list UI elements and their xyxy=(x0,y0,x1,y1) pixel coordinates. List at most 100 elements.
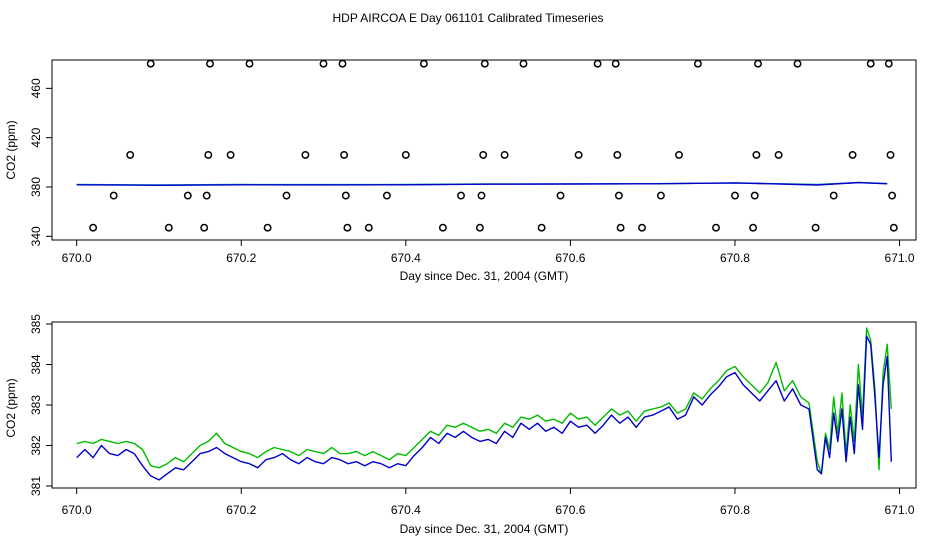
data-point xyxy=(226,150,235,159)
y-tick-label: 380 xyxy=(29,177,43,197)
data-point xyxy=(109,191,118,200)
data-point xyxy=(616,223,625,232)
x-tick-label: 671.0 xyxy=(885,251,915,265)
data-point xyxy=(593,59,602,68)
data-point xyxy=(338,59,347,68)
data-point xyxy=(202,191,211,200)
data-point xyxy=(263,223,272,232)
data-point xyxy=(200,223,209,232)
data-point xyxy=(774,150,783,159)
series-line-1 xyxy=(76,181,888,187)
y-tick-label: 420 xyxy=(29,127,43,147)
data-point xyxy=(811,223,820,232)
bottom-x-axis: 670.0 670.2 670.4 670.6 670.8 671.0 xyxy=(62,488,915,517)
x-tick-label: 670.0 xyxy=(62,251,92,265)
data-point xyxy=(574,150,583,159)
data-point xyxy=(245,59,254,68)
data-point xyxy=(537,223,546,232)
x-tick-label: 670.8 xyxy=(720,503,750,517)
x-tick-label: 670.2 xyxy=(226,503,256,517)
figure-title: HDP AIRCOA E Day 061101 Calibrated Times… xyxy=(332,11,603,25)
data-point xyxy=(146,59,155,68)
bottom-panel: 670.0 670.2 670.4 670.6 670.8 671.0 381 382 383… xyxy=(4,314,917,536)
top-x-axis-title: Day since Dec. 31, 2004 (GMT) xyxy=(400,269,569,283)
data-point xyxy=(479,150,488,159)
data-point xyxy=(614,191,623,200)
data-point xyxy=(457,191,465,200)
data-point xyxy=(886,150,895,159)
data-point xyxy=(731,191,739,200)
bottom-y-axis-title: CO2 (ppm) xyxy=(4,378,18,437)
data-point xyxy=(519,59,528,68)
data-point xyxy=(754,59,762,68)
y-tick-label: 384 xyxy=(29,354,43,374)
y-tick-label: 382 xyxy=(29,435,43,455)
data-point xyxy=(89,223,98,232)
data-point xyxy=(693,59,702,68)
data-point xyxy=(206,59,214,68)
data-point xyxy=(183,191,192,200)
data-point xyxy=(638,223,646,232)
x-tick-label: 670.0 xyxy=(62,503,92,517)
x-tick-label: 670.4 xyxy=(391,503,421,517)
y-tick-label: 385 xyxy=(29,314,43,334)
data-point xyxy=(749,223,758,232)
data-point xyxy=(866,59,875,68)
y-tick-label: 383 xyxy=(29,395,43,415)
top-plot-frame xyxy=(51,59,917,241)
data-point xyxy=(126,150,135,159)
y-tick-label: 340 xyxy=(29,226,43,246)
y-tick-label: 381 xyxy=(29,476,43,496)
top-series-group xyxy=(76,181,888,187)
data-point xyxy=(888,191,897,200)
data-point xyxy=(382,191,391,200)
data-point xyxy=(301,150,310,159)
bottom-y-axis: 381 382 383 384 385 xyxy=(29,314,52,496)
data-point xyxy=(656,191,665,200)
data-point xyxy=(401,150,410,159)
data-point xyxy=(611,59,620,68)
data-point xyxy=(712,223,720,232)
bottom-series-group xyxy=(76,327,892,481)
data-point xyxy=(480,59,489,68)
data-point xyxy=(793,59,802,68)
data-point xyxy=(164,223,173,232)
data-point xyxy=(340,150,349,159)
x-tick-label: 670.8 xyxy=(720,251,750,265)
data-point xyxy=(752,150,761,159)
data-point xyxy=(438,223,447,232)
bottom-x-axis-title: Day since Dec. 31, 2004 (GMT) xyxy=(400,522,569,536)
y-tick-label: 460 xyxy=(29,78,43,98)
x-tick-label: 670.6 xyxy=(555,503,585,517)
top-panel: 670.0 670.2 670.4 670.6 670.8 671.0 340 380 420… xyxy=(4,59,917,283)
x-tick-label: 670.6 xyxy=(555,251,585,265)
data-point xyxy=(282,191,291,200)
data-point xyxy=(556,191,565,200)
data-point xyxy=(341,191,350,200)
top-y-axis-title: CO2 (ppm) xyxy=(4,120,18,179)
series-line-1 xyxy=(76,335,892,481)
top-points-group xyxy=(89,59,898,232)
data-point xyxy=(889,223,898,232)
data-point xyxy=(319,59,328,68)
data-point xyxy=(675,150,683,159)
data-point xyxy=(475,223,484,232)
data-point xyxy=(419,59,428,68)
data-point xyxy=(613,150,622,159)
data-point xyxy=(204,150,213,159)
data-point xyxy=(750,191,759,200)
top-y-axis: 340 380 420 460 xyxy=(29,78,52,246)
data-point xyxy=(829,191,838,200)
data-point xyxy=(500,150,509,159)
x-tick-label: 670.2 xyxy=(226,251,256,265)
top-x-axis: 670.0 670.2 670.4 670.6 670.8 671.0 xyxy=(62,240,915,265)
x-tick-label: 670.4 xyxy=(391,251,421,265)
data-point xyxy=(477,191,486,200)
bottom-plot-frame xyxy=(51,321,917,489)
data-point xyxy=(364,223,373,232)
data-point xyxy=(884,59,893,68)
data-point xyxy=(848,150,857,159)
x-tick-label: 671.0 xyxy=(885,503,915,517)
data-point xyxy=(343,223,352,232)
